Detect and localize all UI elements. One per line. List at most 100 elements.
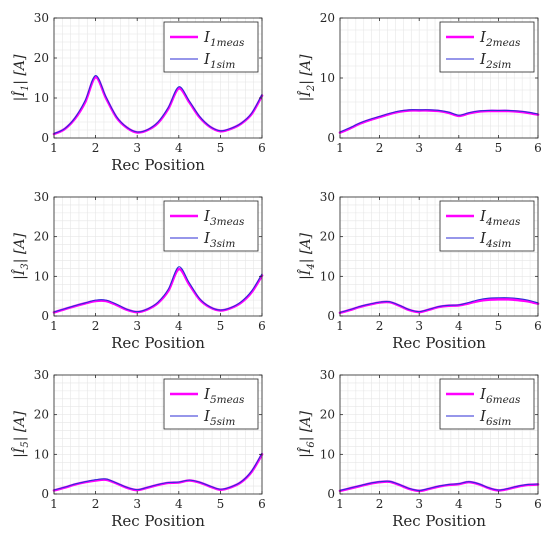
- y-tick-label: 20: [34, 408, 49, 422]
- legend-label-sim: I5sim: [203, 407, 235, 428]
- y-axis-label: |Î2| [A]: [296, 54, 317, 101]
- legend-box: [163, 378, 259, 430]
- legend-label-sim: I2sim: [479, 50, 511, 71]
- legend-label-sim: I6sim: [479, 407, 511, 428]
- subplot-5: 1 2 3 4 5 6 0 10 20 30 Rec Position |Î5| [A] I5measI…: [10, 368, 266, 530]
- y-tick-label: 30: [34, 190, 49, 204]
- y-tick-label: 0: [327, 131, 335, 145]
- x-tick-label: 6: [258, 319, 266, 333]
- legend-box: [163, 200, 259, 252]
- x-tick-label: 6: [258, 497, 266, 511]
- y-tick-label: 30: [320, 368, 335, 382]
- y-axis-label: |Î6| [A]: [296, 411, 317, 458]
- x-tick-label: 6: [534, 141, 542, 155]
- y-tick-label: 0: [327, 487, 335, 501]
- x-tick-label: 3: [415, 141, 423, 155]
- legend-label-meas: I1meas: [203, 28, 245, 49]
- x-tick-label: 3: [415, 319, 423, 333]
- legend-label-meas: I4meas: [479, 207, 521, 228]
- series-line-3sim: [53, 266, 263, 313]
- y-tick-label: 0: [41, 309, 49, 323]
- series-line-2meas: [338, 109, 540, 134]
- y-tick-label: 10: [34, 447, 49, 461]
- x-axis-label: Rec Position: [392, 334, 486, 352]
- y-axis-label: |Î1| [A]: [10, 54, 31, 101]
- y-tick-label: 10: [320, 71, 335, 85]
- y-tick-label: 20: [320, 11, 335, 25]
- x-tick-label: 2: [92, 497, 100, 511]
- legend-box: [439, 200, 535, 252]
- y-tick-label: 0: [327, 309, 335, 323]
- y-tick-label: 20: [34, 51, 49, 65]
- subplot-4: 1 2 3 4 5 6 0 10 20 30 Rec Position |Î4| [A] I4measI…: [296, 190, 542, 352]
- x-axis-label: Rec Position: [111, 334, 205, 352]
- series-line-5sim: [53, 452, 263, 491]
- x-tick-label: 2: [92, 141, 100, 155]
- y-tick-label: 20: [320, 408, 335, 422]
- y-axis-label: |Î4| [A]: [296, 233, 317, 280]
- x-tick-label: 6: [534, 319, 542, 333]
- x-tick-label: 5: [495, 319, 503, 333]
- subplot-3: 1 2 3 4 5 6 0 10 20 30 Rec Position |Î3| [A] I3measI…: [10, 190, 266, 352]
- legend-label-sim: I4sim: [479, 229, 511, 250]
- legend-label-meas: I5meas: [203, 385, 245, 406]
- x-tick-label: 2: [376, 141, 384, 155]
- legend-label-meas: I2meas: [479, 28, 521, 49]
- x-tick-label: 5: [495, 141, 503, 155]
- x-axis-label: Rec Position: [111, 512, 205, 530]
- x-tick-label: 6: [534, 497, 542, 511]
- y-tick-label: 30: [320, 190, 335, 204]
- x-tick-label: 5: [217, 141, 225, 155]
- series-line-1sim: [53, 75, 263, 135]
- x-tick-label: 1: [336, 141, 344, 155]
- x-tick-label: 1: [50, 497, 58, 511]
- axes-box: [53, 17, 263, 139]
- legend-box: [163, 21, 259, 73]
- legend-box: [439, 21, 535, 73]
- x-tick-label: 6: [258, 141, 266, 155]
- x-tick-label: 2: [92, 319, 100, 333]
- legend-label-sim: I3sim: [203, 229, 235, 250]
- y-tick-label: 10: [34, 269, 49, 283]
- x-tick-label: 1: [336, 497, 344, 511]
- x-tick-label: 1: [50, 141, 58, 155]
- series-line-4sim: [339, 297, 539, 313]
- axes-box: [53, 374, 263, 495]
- series-line-6sim: [339, 480, 539, 491]
- legend-box: [439, 378, 535, 430]
- x-axis-label: Rec Position: [111, 156, 205, 174]
- y-axis-label: |Î3| [A]: [10, 233, 31, 280]
- y-tick-label: 20: [320, 230, 335, 244]
- y-tick-label: 10: [320, 447, 335, 461]
- x-tick-label: 4: [455, 319, 463, 333]
- x-tick-label: 1: [336, 319, 344, 333]
- x-tick-label: 4: [175, 497, 183, 511]
- axes-box: [53, 196, 263, 317]
- y-tick-label: 20: [34, 230, 49, 244]
- axes-box: [339, 374, 539, 495]
- x-tick-label: 2: [376, 497, 384, 511]
- x-axis-label: Rec Position: [392, 512, 486, 530]
- x-tick-label: 1: [50, 319, 58, 333]
- y-tick-label: 10: [34, 91, 49, 105]
- x-tick-label: 3: [133, 319, 141, 333]
- x-tick-label: 5: [217, 319, 225, 333]
- x-tick-label: 4: [455, 141, 463, 155]
- x-tick-label: 4: [175, 319, 183, 333]
- series-line-2sim: [339, 109, 539, 133]
- axes-box: [339, 196, 539, 317]
- x-tick-label: 4: [175, 141, 183, 155]
- y-tick-label: 30: [34, 368, 49, 382]
- legend-label-sim: I1sim: [203, 50, 235, 71]
- x-tick-label: 3: [133, 497, 141, 511]
- y-axis-label: |Î5| [A]: [10, 411, 31, 458]
- legend-label-meas: I6meas: [479, 385, 521, 406]
